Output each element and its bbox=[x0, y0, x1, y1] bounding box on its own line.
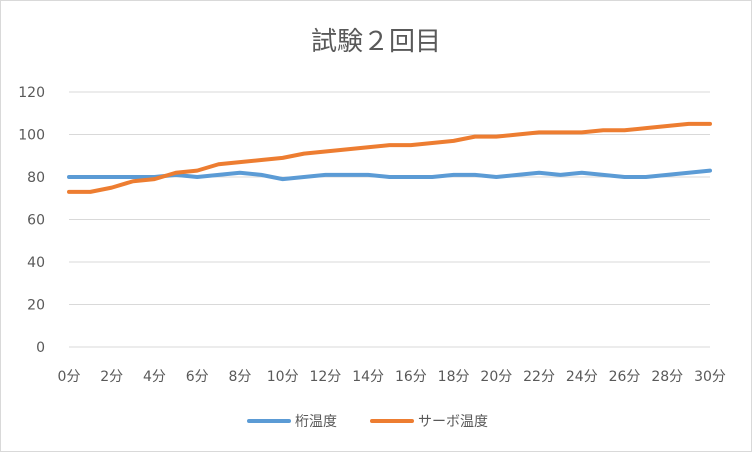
legend-label-1: サーボ温度 bbox=[418, 414, 488, 430]
axis-labels: 0 20 40 60 80 100 120 0分 2分 4分 6分 8分 10分 12分 14分 16分 18分… bbox=[18, 85, 726, 385]
x-tick-label: 0分 bbox=[58, 369, 81, 385]
y-tick-label: 100 bbox=[18, 128, 45, 144]
x-tick-label: 10分 bbox=[267, 369, 299, 385]
x-tick-label: 12分 bbox=[309, 369, 341, 385]
series-line-0 bbox=[67, 168, 712, 182]
x-tick-label: 26分 bbox=[609, 369, 641, 385]
legend: 桁温度 サーボ温度 bbox=[247, 414, 488, 430]
x-tick-label: 30分 bbox=[694, 369, 726, 385]
x-tick-label: 18分 bbox=[438, 369, 470, 385]
y-tick-label: 120 bbox=[18, 85, 45, 101]
y-tick-label: 0 bbox=[36, 340, 45, 356]
x-tick-label: 8分 bbox=[228, 369, 251, 385]
x-tick-label: 20分 bbox=[480, 369, 512, 385]
x-tick-label: 4分 bbox=[143, 369, 166, 385]
series-lines bbox=[67, 121, 712, 194]
y-tick-label: 20 bbox=[27, 298, 45, 314]
chart-title: 試験２回目 bbox=[311, 27, 441, 57]
y-tick-label: 60 bbox=[27, 213, 45, 229]
x-tick-label: 6分 bbox=[186, 369, 209, 385]
x-tick-label: 14分 bbox=[352, 369, 384, 385]
x-tick-label: 24分 bbox=[566, 369, 598, 385]
series-line-1 bbox=[67, 121, 712, 194]
x-tick-label: 28分 bbox=[651, 369, 683, 385]
x-tick-label: 16分 bbox=[395, 369, 427, 385]
x-tick-label: 22分 bbox=[523, 369, 555, 385]
legend-label-0: 桁温度 bbox=[295, 414, 337, 430]
y-tick-label: 40 bbox=[27, 255, 45, 271]
x-tick-label: 2分 bbox=[100, 369, 123, 385]
y-tick-label: 80 bbox=[27, 170, 45, 186]
